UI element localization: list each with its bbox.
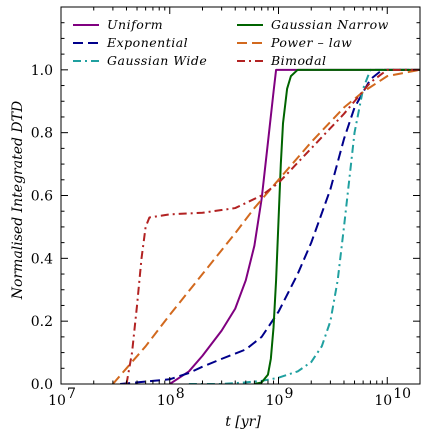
x-axis-ticks: 10 7 10 8 10 9 10 10 xyxy=(48,7,421,409)
y-tick-label: 0.0 xyxy=(31,377,53,393)
x-tick-label-base: 10 xyxy=(266,393,284,409)
y-tick-label: 0.4 xyxy=(31,251,53,267)
legend-entry: Bimodal xyxy=(237,53,327,68)
x-tick-label-base: 10 xyxy=(374,393,392,409)
x-tick-label: 10 9 xyxy=(266,386,294,409)
x-tick-label-exponent: 8 xyxy=(176,386,185,402)
legend-entry: Exponential xyxy=(73,35,188,50)
x-tick-label-exponent: 9 xyxy=(285,386,294,402)
series-line-2 xyxy=(188,68,420,384)
legend-label: Power – law xyxy=(270,35,352,50)
x-tick-label: 10 10 xyxy=(374,386,411,409)
y-axis-label: Normalised Integrated DTD xyxy=(10,101,26,300)
series-line-5 xyxy=(125,68,420,384)
series-line-4 xyxy=(112,68,420,384)
series-line-0 xyxy=(169,68,420,384)
legend: Uniform Gaussian Narrow Exponential Power –… xyxy=(73,17,389,68)
legend-entry: Gaussian Narrow xyxy=(237,17,389,32)
x-tick-label: 10 7 xyxy=(48,386,76,409)
x-axis-label: t [yr] xyxy=(225,414,261,430)
y-tick-label: 0.6 xyxy=(31,189,53,205)
y-tick-label: 1.0 xyxy=(31,63,53,79)
series-line-3 xyxy=(254,68,420,384)
series-line-1 xyxy=(120,68,420,384)
y-tick-label: 0.2 xyxy=(31,314,53,330)
legend-entry: Gaussian Wide xyxy=(73,53,207,68)
legend-label: Exponential xyxy=(106,35,188,50)
series-lines xyxy=(112,68,420,384)
legend-label: Uniform xyxy=(107,17,163,32)
x-tick-label-exponent: 10 xyxy=(393,386,411,402)
x-tick-label-exponent: 7 xyxy=(67,386,76,402)
x-tick-label: 10 8 xyxy=(157,386,185,409)
legend-label: Bimodal xyxy=(270,53,327,68)
x-tick-label-base: 10 xyxy=(48,393,66,409)
y-axis-ticks: 0.0 0.2 0.4 0.6 0.8 1.0 xyxy=(31,6,420,393)
legend-label: Gaussian Wide xyxy=(107,53,207,68)
x-tick-label-base: 10 xyxy=(157,393,175,409)
y-tick-label: 0.8 xyxy=(31,126,53,142)
legend-label: Gaussian Narrow xyxy=(271,17,389,32)
legend-entry: Power – law xyxy=(237,35,352,50)
legend-entry: Uniform xyxy=(73,17,163,32)
